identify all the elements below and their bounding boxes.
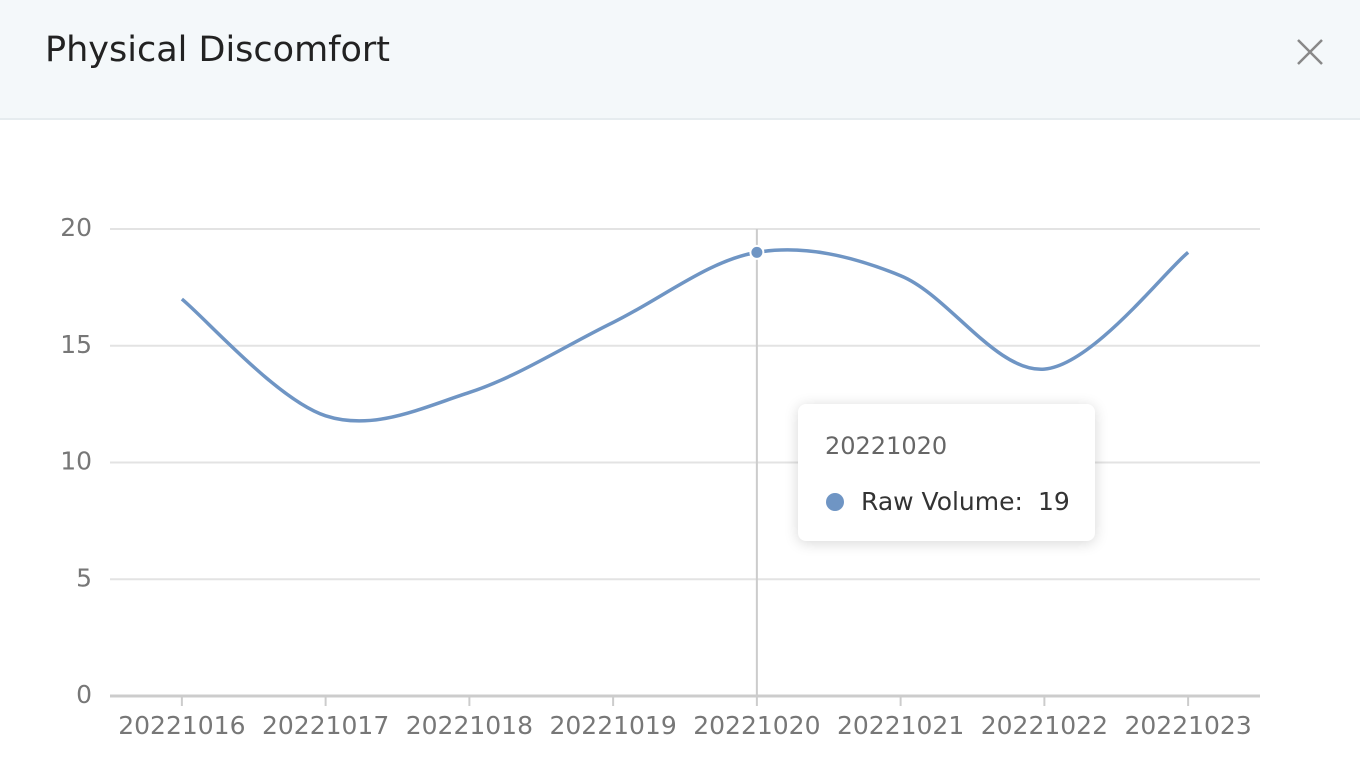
modal-header: Physical Discomfort [0, 0, 1360, 120]
x-tick-label: 20221018 [406, 711, 533, 740]
tooltip-category: 20221020 [825, 432, 948, 460]
x-tick-label: 20221021 [837, 711, 964, 740]
x-tick-label: 20221019 [550, 711, 677, 740]
x-tick-label: 20221016 [118, 711, 245, 740]
tooltip-series-label: Raw Volume: [861, 487, 1023, 516]
y-tick-label: 10 [60, 447, 92, 476]
hover-point [749, 244, 765, 260]
tooltip-marker [826, 493, 844, 511]
x-tick-label: 20221023 [1125, 711, 1252, 740]
tooltip: 20221020 Raw Volume: 19 [798, 404, 1095, 541]
close-button[interactable] [1295, 37, 1325, 67]
x-tick-label: 20221017 [262, 711, 389, 740]
x-tick-label: 20221022 [981, 711, 1108, 740]
y-tick-label: 5 [76, 563, 92, 592]
x-tick-label: 20221020 [693, 711, 820, 740]
line [180, 248, 1190, 423]
y-tick-label: 20 [60, 213, 92, 242]
y-tick-label: 0 [76, 680, 92, 709]
modal-title: Physical Discomfort [45, 30, 391, 70]
tooltip-value: 19 [1038, 487, 1070, 516]
y-tick-label: 15 [60, 330, 92, 359]
